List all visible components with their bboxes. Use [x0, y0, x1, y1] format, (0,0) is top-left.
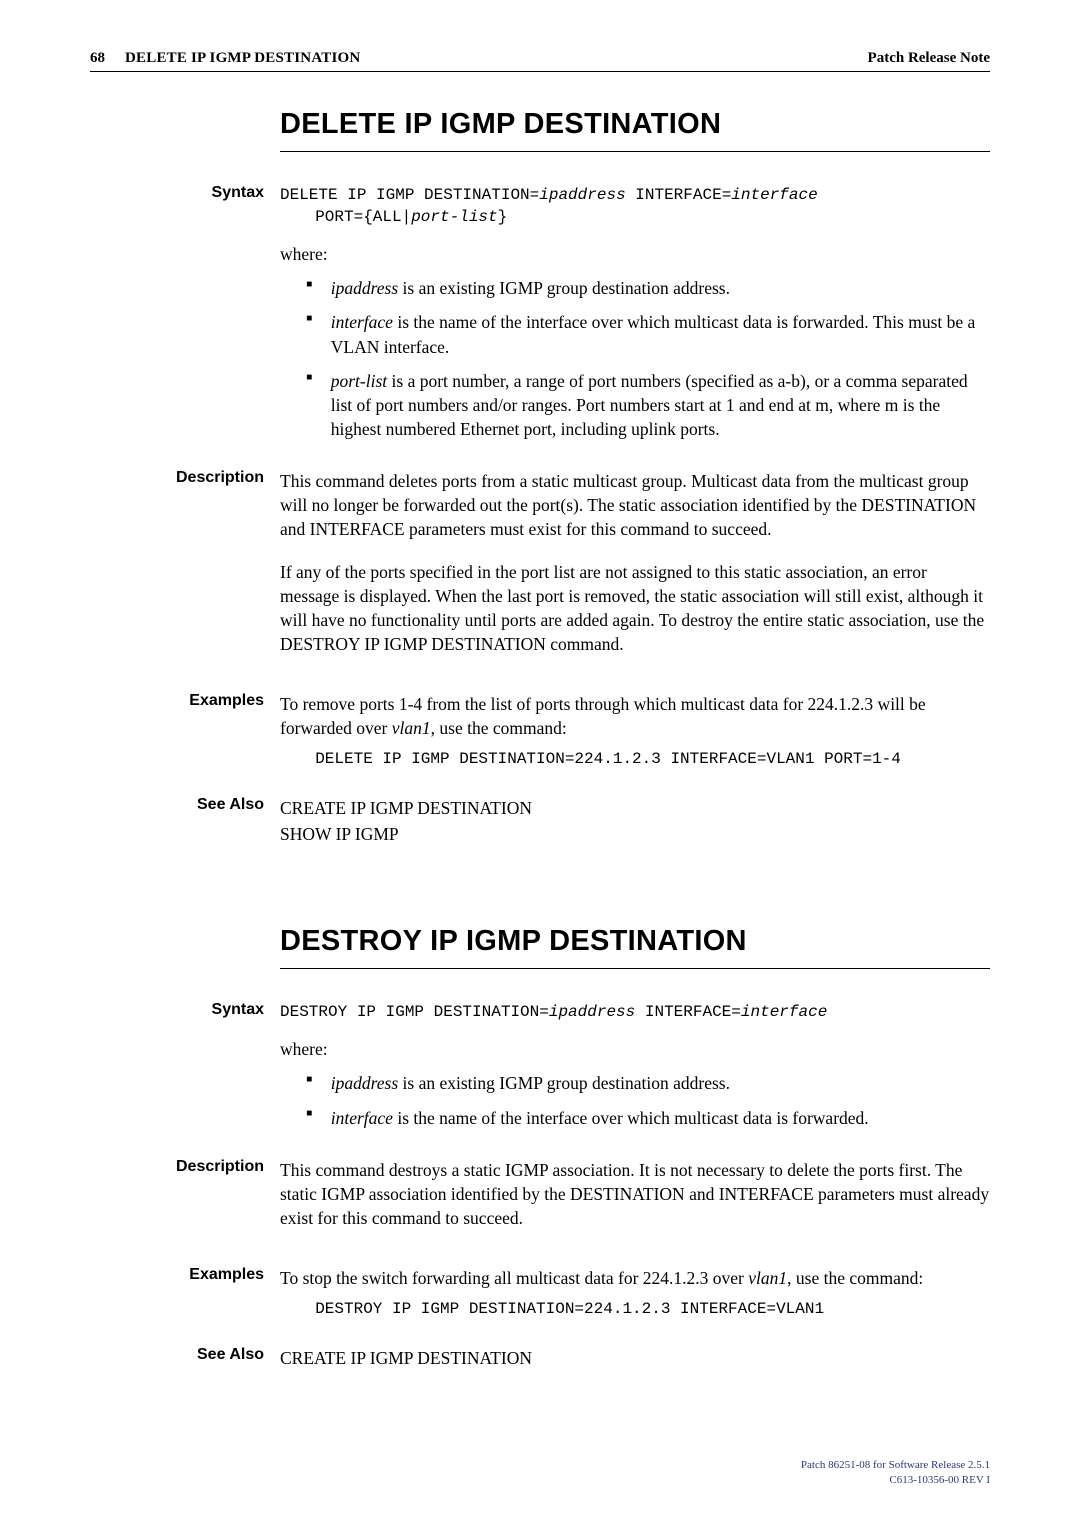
- see-also-label: See Also: [90, 796, 280, 847]
- where-item: ipaddress is an existing IGMP group dest…: [306, 276, 990, 300]
- syntax-content: DESTROY IP IGMP DESTINATION=ipaddress IN…: [280, 1001, 990, 1140]
- syntax-text: INTERFACE=: [635, 1003, 741, 1021]
- syntax-text: DESTROY IP IGMP DESTINATION=: [280, 1003, 549, 1021]
- param-name: ipaddress: [331, 278, 398, 298]
- where-list: ipaddress is an existing IGMP group dest…: [280, 276, 990, 441]
- where-label: where:: [280, 242, 990, 266]
- footer-line: Patch 86251-08 for Software Release 2.5.…: [801, 1458, 990, 1473]
- examples-intro-text: , use the command:: [431, 718, 567, 738]
- param-desc: is the name of the interface over which …: [331, 312, 976, 356]
- syntax-content: DELETE IP IGMP DESTINATION=ipaddress INT…: [280, 184, 990, 451]
- syntax-text: }: [498, 208, 508, 226]
- syntax-param: interface: [731, 186, 817, 204]
- syntax-text: INTERFACE=: [626, 186, 732, 204]
- syntax-label: Syntax: [90, 1001, 280, 1140]
- see-also-link: CREATE IP IGMP DESTINATION: [280, 796, 990, 821]
- example-code: DELETE IP IGMP DESTINATION=224.1.2.3 INT…: [280, 748, 990, 770]
- section-title-destroy: DESTROY IP IGMP DESTINATION: [280, 925, 990, 969]
- param-name: interface: [331, 1108, 393, 1128]
- examples-intro-param: vlan1: [392, 718, 431, 738]
- examples-content: To remove ports 1-4 from the list of por…: [280, 692, 990, 778]
- param-desc: is an existing IGMP group destination ad…: [398, 1073, 730, 1093]
- description-row: Description This command destroys a stat…: [90, 1158, 990, 1248]
- syntax-line: DESTROY IP IGMP DESTINATION=ipaddress IN…: [280, 1001, 990, 1023]
- section-title-delete: DELETE IP IGMP DESTINATION: [280, 108, 990, 152]
- param-name: interface: [331, 312, 393, 332]
- examples-intro-text: , use the command:: [787, 1268, 923, 1288]
- examples-intro-param: vlan1: [748, 1268, 787, 1288]
- examples-content: To stop the switch forwarding all multic…: [280, 1266, 990, 1328]
- page-footer: Patch 86251-08 for Software Release 2.5.…: [801, 1458, 990, 1488]
- see-also-row: See Also CREATE IP IGMP DESTINATION: [90, 1346, 990, 1371]
- param-desc: is a port number, a range of port number…: [331, 371, 968, 439]
- description-label: Description: [90, 469, 280, 674]
- footer-line: C613-10356-00 REV I: [801, 1473, 990, 1488]
- example-code: DESTROY IP IGMP DESTINATION=224.1.2.3 IN…: [280, 1298, 990, 1320]
- param-desc: is the name of the interface over which …: [393, 1108, 869, 1128]
- where-label: where:: [280, 1037, 990, 1061]
- where-item: ipaddress is an existing IGMP group dest…: [306, 1071, 990, 1095]
- syntax-row: Syntax DELETE IP IGMP DESTINATION=ipaddr…: [90, 184, 990, 451]
- description-row: Description This command deletes ports f…: [90, 469, 990, 674]
- syntax-text: PORT={ALL|: [315, 208, 411, 226]
- examples-intro-text: To stop the switch forwarding all multic…: [280, 1268, 748, 1288]
- description-para: This command deletes ports from a static…: [280, 469, 990, 541]
- examples-intro: To remove ports 1-4 from the list of por…: [280, 692, 990, 740]
- see-also-label: See Also: [90, 1346, 280, 1371]
- see-also-link: CREATE IP IGMP DESTINATION: [280, 1346, 990, 1371]
- syntax-row: Syntax DESTROY IP IGMP DESTINATION=ipadd…: [90, 1001, 990, 1140]
- syntax-label: Syntax: [90, 184, 280, 451]
- syntax-param: ipaddress: [539, 186, 625, 204]
- description-para: If any of the ports specified in the por…: [280, 560, 990, 657]
- examples-label: Examples: [90, 1266, 280, 1328]
- syntax-line: PORT={ALL|port-list}: [280, 206, 990, 228]
- see-also-content: CREATE IP IGMP DESTINATION: [280, 1346, 990, 1371]
- param-name: port-list: [331, 371, 387, 391]
- examples-label: Examples: [90, 692, 280, 778]
- header-title-small: DELETE IP IGMP DESTINATION: [125, 50, 360, 67]
- where-list: ipaddress is an existing IGMP group dest…: [280, 1071, 990, 1129]
- description-label: Description: [90, 1158, 280, 1248]
- syntax-param: ipaddress: [549, 1003, 635, 1021]
- examples-row: Examples To remove ports 1-4 from the li…: [90, 692, 990, 778]
- where-item: interface is the name of the interface o…: [306, 1106, 990, 1130]
- param-name: ipaddress: [331, 1073, 398, 1093]
- param-desc: is an existing IGMP group destination ad…: [398, 278, 730, 298]
- where-item: interface is the name of the interface o…: [306, 310, 990, 358]
- syntax-param: port-list: [411, 208, 497, 226]
- where-item: port-list is a port number, a range of p…: [306, 369, 990, 441]
- see-also-content: CREATE IP IGMP DESTINATION SHOW IP IGMP: [280, 796, 990, 847]
- examples-intro: To stop the switch forwarding all multic…: [280, 1266, 990, 1290]
- examples-row: Examples To stop the switch forwarding a…: [90, 1266, 990, 1328]
- syntax-line: DELETE IP IGMP DESTINATION=ipaddress INT…: [280, 184, 990, 206]
- examples-intro-text: To remove ports 1-4 from the list of por…: [280, 694, 926, 738]
- description-content: This command destroys a static IGMP asso…: [280, 1158, 990, 1248]
- description-para: This command destroys a static IGMP asso…: [280, 1158, 990, 1230]
- header-right: Patch Release Note: [868, 50, 990, 67]
- page: 68 DELETE IP IGMP DESTINATION Patch Rele…: [0, 0, 1080, 1430]
- page-header: 68 DELETE IP IGMP DESTINATION Patch Rele…: [90, 50, 990, 72]
- description-content: This command deletes ports from a static…: [280, 469, 990, 674]
- syntax-param: interface: [741, 1003, 827, 1021]
- see-also-link: SHOW IP IGMP: [280, 822, 990, 847]
- section-gap: [90, 865, 990, 925]
- page-number: 68: [90, 50, 105, 67]
- header-left: 68 DELETE IP IGMP DESTINATION: [90, 50, 360, 67]
- see-also-row: See Also CREATE IP IGMP DESTINATION SHOW…: [90, 796, 990, 847]
- syntax-text: DELETE IP IGMP DESTINATION=: [280, 186, 539, 204]
